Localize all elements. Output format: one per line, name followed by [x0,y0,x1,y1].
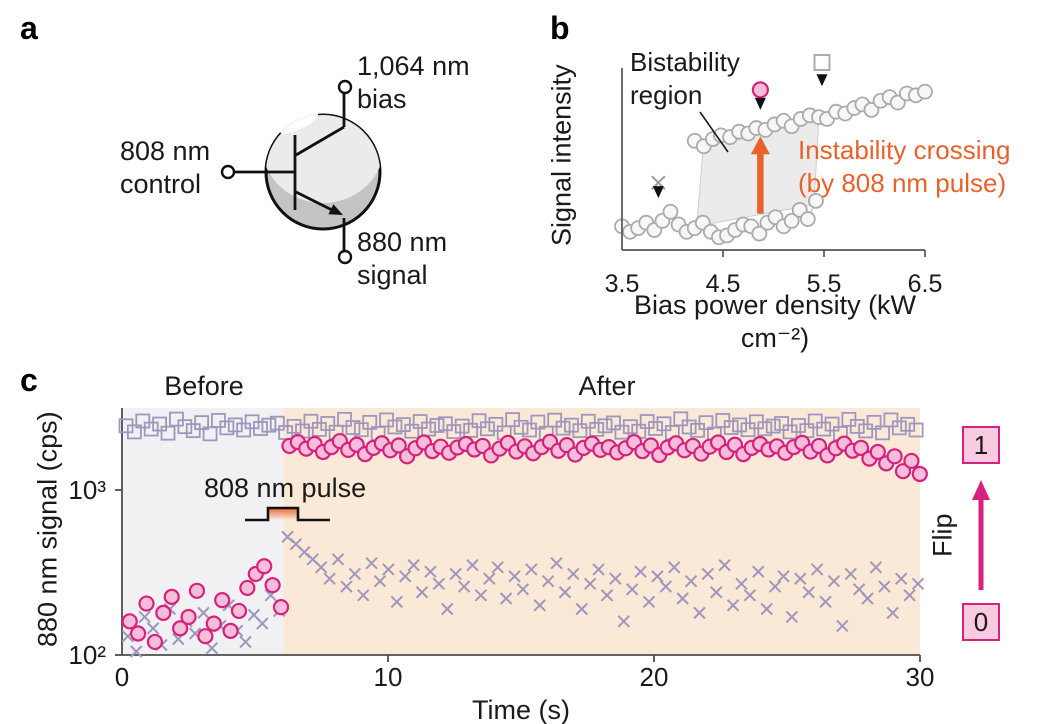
transistor-diagram [220,79,382,265]
b-xtick-label: 4.5 [706,270,741,298]
bias-terminal [337,79,353,95]
bias-label-line1: 1,064 nm [357,51,470,81]
signal-terminal [337,249,353,265]
c-ytick-label: 10² [68,640,106,670]
panel-a-letter: a [20,10,38,46]
series-upper-branch [686,83,933,155]
flip-state-1-box: 1 [962,426,1000,464]
c-ytick-label: 10³ [68,475,106,505]
transistor-symbol [234,93,346,251]
panel-b-letter: b [550,10,570,46]
panel-c-letter: c [20,362,38,398]
control-label-line2: control [120,169,202,199]
after-region-label: After [578,371,636,401]
c-xtick-label: 10 [374,662,403,692]
panel-c-plot: 0 10 20 30 10² 10³ [68,408,935,692]
bias-label: 1,064 nm bias [357,50,470,116]
pulse-glyph-icon [245,506,330,522]
instability-label-line2: (by 808 nm pulse) [798,168,1007,198]
pulse-label: 808 nm pulse [204,473,367,503]
pointer-triangle-icon [754,97,766,110]
sphere-highlight [279,112,319,134]
c-xtick-label: 0 [115,662,129,692]
b-xtick-label: 5.5 [807,270,842,298]
flip-label: Flip [927,513,958,557]
instability-crossing-label: Instability crossing (by 808 nm pulse) [798,134,1010,200]
pointer-triangle-icon [816,74,828,87]
pulse-glyph-fill [268,508,298,520]
signal-label-line2: signal [357,260,428,290]
c-xtick-label: 20 [640,662,669,692]
bistability-label-line1: Bistability [630,47,740,77]
b-xtick-label: 6.5 [908,270,943,298]
panel-b-plot: 3.5 4.5 5.5 6.5 [605,54,943,298]
series-lower-branch [614,192,824,246]
instability-label-line1: Instability crossing [798,135,1011,165]
flip-arrow-icon [972,480,990,590]
emitter-arrowhead [328,204,343,215]
bistability-pointer-line [699,111,729,153]
c-xtick-label: 30 [906,662,935,692]
signal-label: 880 nm signal [357,226,447,292]
control-terminal [220,164,236,180]
b-xtick-label: 3.5 [605,270,640,298]
series-state-1-squares [118,411,924,442]
panel-b-ylabel: Signal intensity [546,64,577,246]
signal-label-line1: 880 nm [357,227,448,257]
bistability-region-label: Bistability region [630,46,740,112]
flip-state-0-box: 0 [962,603,1000,641]
bias-label-line2: bias [357,84,407,114]
panel-c-xlabel: Time (s) [472,695,570,724]
control-label: 808 nm control [120,135,210,201]
before-region-label: Before [164,371,244,401]
instability-arrow-head [750,136,770,155]
series-flip-circles [121,432,928,651]
panel-b-xlabel: Bias power density (kW cm⁻²) [633,290,917,353]
control-label-line1: 808 nm [120,136,211,166]
bistability-label-line2: region [630,80,703,110]
pointer-triangle-icon [652,186,664,199]
